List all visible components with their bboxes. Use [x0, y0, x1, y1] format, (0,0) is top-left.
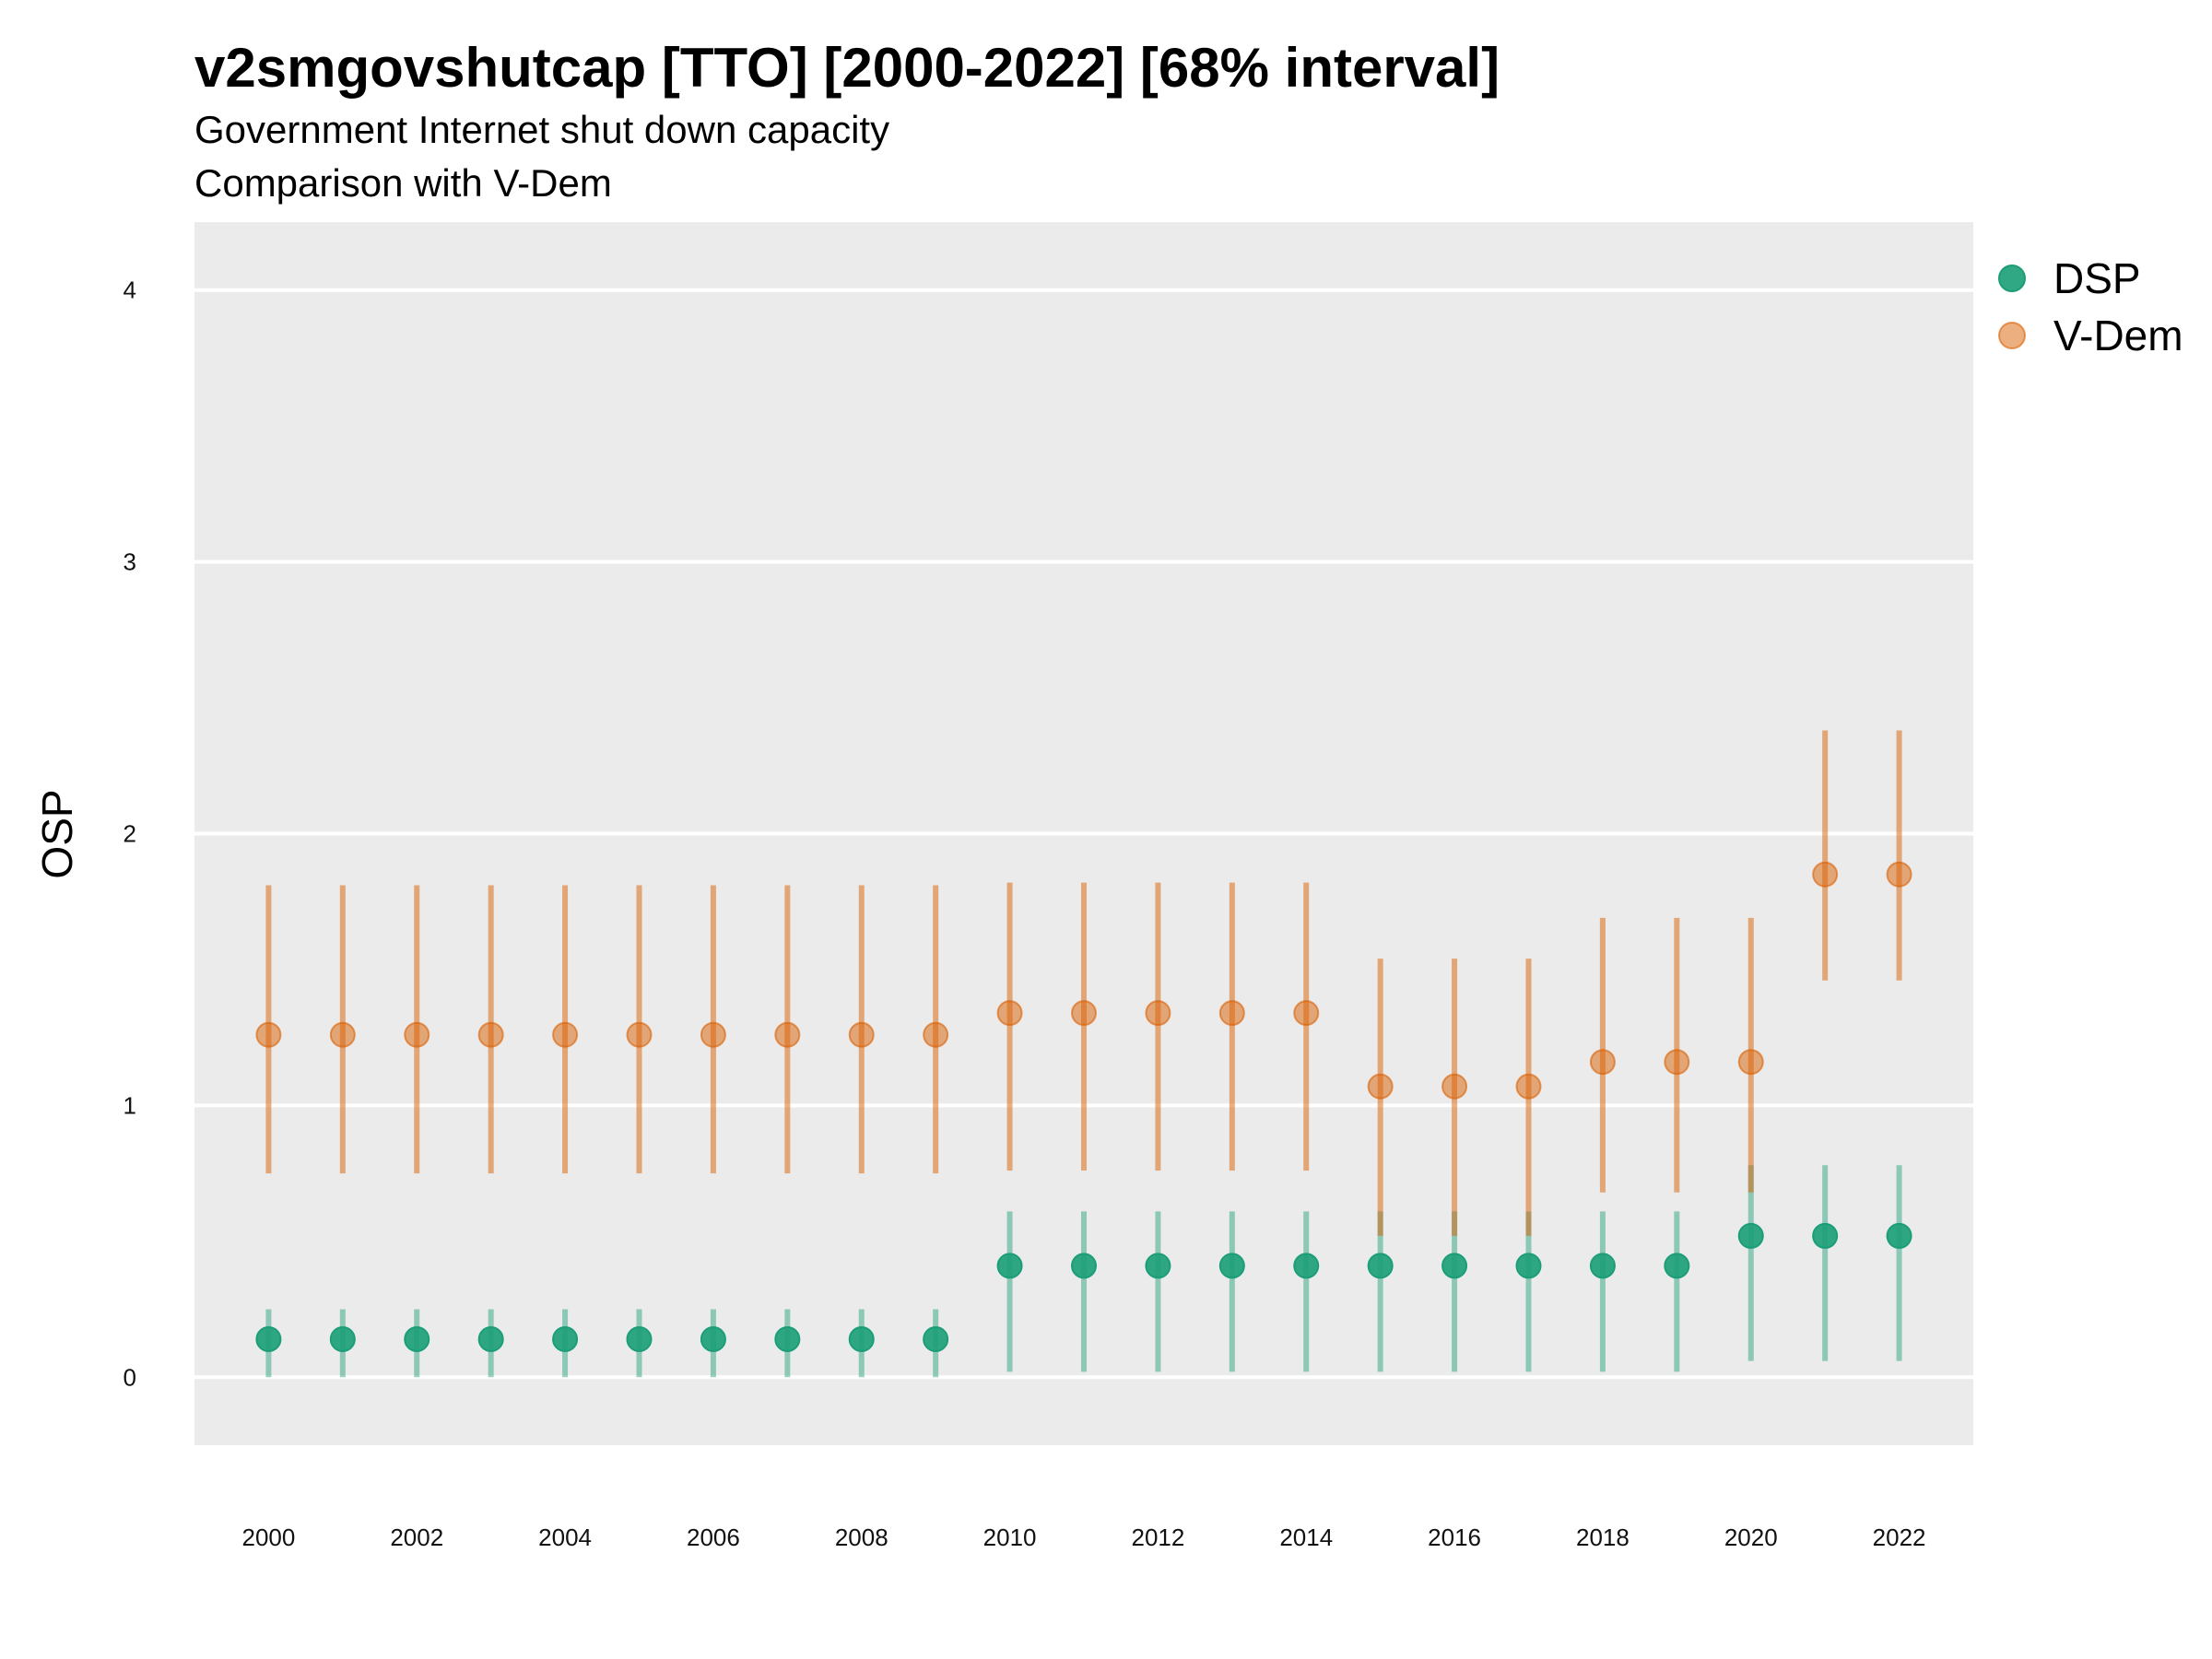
x-tick-label: 2022 — [1873, 1524, 1926, 1551]
data-point — [1367, 1253, 1394, 1279]
x-tick-labels: 2000 2002 2004 2006 2008 2010 2012 2014 2016 2018… — [241, 1524, 1925, 1551]
data-point — [1812, 1222, 1839, 1249]
data-point — [1664, 1049, 1690, 1076]
data-point — [774, 1021, 801, 1048]
chart-title: v2smgovshutcap [TTO] [2000-2022] [68% in… — [194, 37, 1500, 99]
chart-subtitle: Government Internet shut down capacity — [194, 108, 889, 151]
x-tick-label: 2014 — [1279, 1524, 1333, 1551]
data-point — [329, 1021, 356, 1048]
data-point — [1441, 1253, 1468, 1279]
data-point — [774, 1325, 801, 1352]
data-point — [552, 1021, 579, 1048]
y-tick-label: 0 — [124, 1363, 136, 1391]
data-point — [1589, 1253, 1616, 1279]
data-point — [1218, 1253, 1245, 1279]
y-tick-label: 4 — [124, 276, 136, 304]
legend-label: DSP — [2053, 254, 2141, 302]
legend-key — [1998, 265, 2026, 292]
data-point — [848, 1325, 875, 1352]
x-tick-label: 2010 — [983, 1524, 1037, 1551]
data-point — [848, 1021, 875, 1048]
x-tick-label: 2020 — [1724, 1524, 1778, 1551]
data-point — [923, 1325, 949, 1352]
data-marks — [255, 730, 1912, 1378]
legend-label: V-Dem — [2053, 312, 2183, 359]
x-tick-label: 2004 — [538, 1524, 592, 1551]
data-point — [255, 1325, 282, 1352]
data-point — [1812, 861, 1839, 888]
data-point — [1071, 1000, 1097, 1027]
chart-subtitle-2: Comparison with V-Dem — [194, 161, 612, 205]
x-tick-label: 2012 — [1131, 1524, 1184, 1551]
data-point — [1293, 1253, 1320, 1279]
data-point — [477, 1021, 504, 1048]
x-tick-label: 2008 — [835, 1524, 888, 1551]
data-point — [329, 1325, 356, 1352]
data-point — [1145, 1253, 1171, 1279]
data-point — [477, 1325, 504, 1352]
series-dsp — [255, 1165, 1912, 1378]
data-point — [626, 1325, 653, 1352]
y-tick-labels: 0 1 2 3 4 — [124, 276, 136, 1392]
data-point — [1218, 1000, 1245, 1027]
y-axis-title: OSP — [33, 789, 81, 878]
series-v-dem — [255, 730, 1912, 1236]
data-point — [1737, 1222, 1764, 1249]
data-point — [996, 1000, 1023, 1027]
data-point — [1515, 1073, 1542, 1100]
y-tick-label: 2 — [124, 820, 136, 848]
x-tick-label: 2016 — [1428, 1524, 1481, 1551]
data-point — [1886, 1222, 1912, 1249]
data-point — [1293, 1000, 1320, 1027]
data-point — [1664, 1253, 1690, 1279]
y-tick-label: 1 — [124, 1091, 136, 1119]
data-point — [404, 1021, 430, 1048]
data-point — [1071, 1253, 1097, 1279]
data-point — [552, 1325, 579, 1352]
x-tick-label: 2002 — [390, 1524, 443, 1551]
data-point — [996, 1253, 1023, 1279]
data-point — [700, 1021, 726, 1048]
y-tick-label: 3 — [124, 548, 136, 576]
data-point — [1367, 1073, 1394, 1100]
data-point — [1145, 1000, 1171, 1027]
data-point — [1515, 1253, 1542, 1279]
data-point — [700, 1325, 726, 1352]
x-tick-label: 2006 — [687, 1524, 740, 1551]
data-point — [1441, 1073, 1468, 1100]
data-point — [626, 1021, 653, 1048]
legend: DSP V-Dem — [1998, 254, 2183, 359]
data-point — [404, 1325, 430, 1352]
data-point — [255, 1021, 282, 1048]
data-point — [1886, 861, 1912, 888]
legend-key — [1998, 322, 2026, 349]
data-point — [1737, 1049, 1764, 1076]
x-tick-label: 2018 — [1576, 1524, 1630, 1551]
x-tick-label: 2000 — [241, 1524, 295, 1551]
data-point — [1589, 1049, 1616, 1076]
data-point — [923, 1021, 949, 1048]
